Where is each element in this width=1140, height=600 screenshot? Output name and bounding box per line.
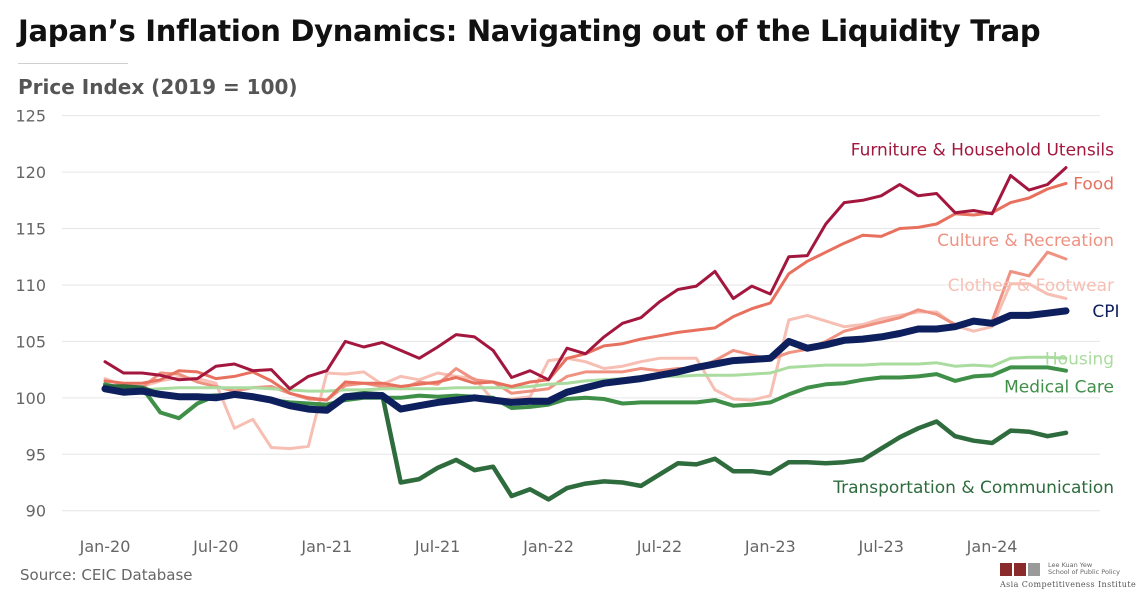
series-label-culture-and-recreation: Culture & Recreation: [937, 231, 1114, 251]
y-tick-95: 95: [26, 445, 46, 464]
logo-institute: Asia Competitiveness Institute: [1000, 580, 1137, 589]
x-tick-jan-22: Jan-22: [522, 537, 574, 556]
lky-logo: Lee Kuan Yew School of Public Policy Asi…: [1000, 562, 1136, 594]
x-tick-jul-20: Jul-20: [192, 537, 238, 556]
series-line-furniture-and-household-utensils: [103, 166, 1068, 391]
y-tick-110: 110: [15, 276, 46, 295]
series-label-food: Food: [1073, 174, 1114, 194]
y-tick-105: 105: [15, 332, 46, 351]
x-tick-jul-22: Jul-22: [636, 537, 682, 556]
logo-mark: [1000, 563, 1040, 576]
logo-line1: Lee Kuan Yew: [1048, 561, 1093, 569]
series-label-cpi: CPI: [1092, 302, 1119, 322]
x-tick-jul-21: Jul-21: [414, 537, 460, 556]
series-lines: [101, 166, 1070, 502]
y-tick-125: 125: [15, 107, 46, 126]
x-tick-jul-23: Jul-23: [857, 537, 903, 556]
y-tick-100: 100: [15, 389, 46, 408]
y-tick-90: 90: [26, 502, 46, 521]
series-line-clothes-and-footwear: [103, 282, 1068, 451]
x-tick-jan-23: Jan-23: [744, 537, 796, 556]
x-tick-jan-20: Jan-20: [79, 537, 131, 556]
x-tick-jan-21: Jan-21: [300, 537, 352, 556]
series-label-transportation-and-communication: Transportation & Communication: [832, 478, 1114, 498]
y-tick-115: 115: [15, 220, 46, 239]
series-label-furniture-and-household-utensils: Furniture & Household Utensils: [851, 141, 1114, 161]
y-axis-title: Price Index (2019 = 100): [18, 75, 298, 99]
logo-school-name: Lee Kuan Yew School of Public Policy: [1048, 562, 1120, 576]
series-line-culture-and-recreation: [103, 250, 1068, 402]
series-labels: Furniture & Household Utensils Food Cultur…: [832, 141, 1119, 499]
chart-title: Japan’s Inflation Dynamics: Navigating o…: [18, 14, 1041, 48]
gridlines: [62, 115, 1100, 512]
series-line-food: [103, 181, 1068, 402]
series-line-housing: [103, 355, 1068, 393]
title-divider: [18, 63, 128, 64]
x-tick-jan-24: Jan-24: [966, 537, 1018, 556]
series-label-housing: Housing: [1045, 349, 1114, 369]
y-tick-120: 120: [15, 163, 46, 182]
logo-line2: School of Public Policy: [1048, 568, 1120, 576]
series-label-clothes-and-footwear: Clothes & Footwear: [948, 276, 1114, 296]
series-label-medical-care: Medical Care: [1004, 378, 1114, 398]
x-axis-ticks: Jan-20 Jul-20 Jan-21 Jul-21 Jan-22 Jul-22 Jan-…: [79, 537, 1018, 556]
series-line-cpi: [101, 307, 1070, 414]
source-note: Source: CEIC Database: [20, 566, 193, 584]
y-axis-ticks: 90 95 100 105 110 115 120 125: [15, 107, 46, 521]
